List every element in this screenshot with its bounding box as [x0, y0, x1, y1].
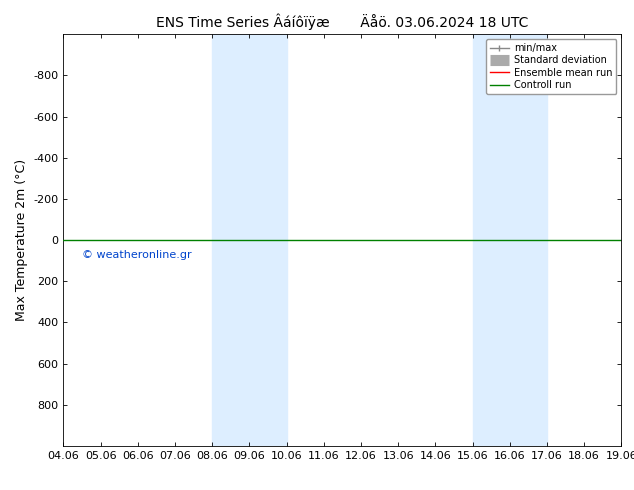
Legend: min/max, Standard deviation, Ensemble mean run, Controll run: min/max, Standard deviation, Ensemble me… [486, 39, 616, 94]
Bar [249, 34, 287, 446]
Bar [472, 34, 510, 446]
Title: ENS Time Series Âáíôïÿæ       Äåö. 03.06.2024 18 UTC: ENS Time Series Âáíôïÿæ Äåö. 03.06.2024 … [156, 14, 529, 30]
Bar [510, 34, 547, 446]
Text: © weatheronline.gr: © weatheronline.gr [82, 250, 191, 260]
Bar [212, 34, 249, 446]
Y-axis label: Max Temperature 2m (°C): Max Temperature 2m (°C) [15, 159, 28, 321]
